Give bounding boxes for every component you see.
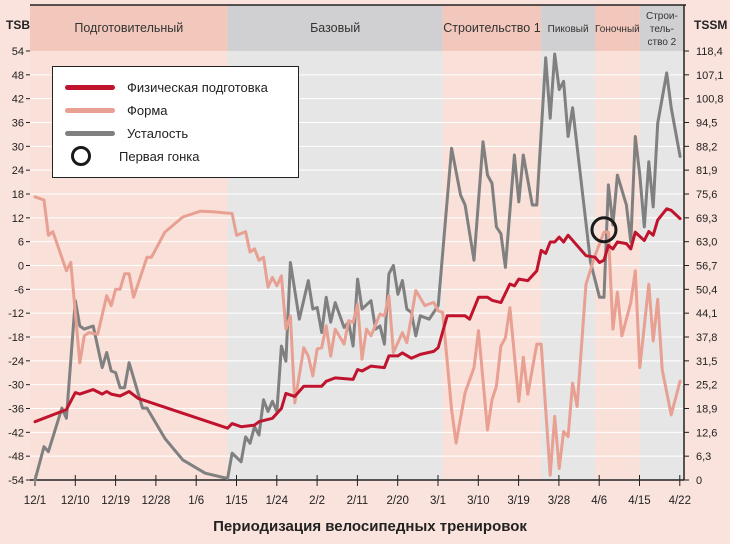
fitness-swatch — [65, 84, 115, 90]
y-tick-label-right: 44,1 — [696, 308, 717, 320]
x-tick-label: 12/19 — [101, 495, 130, 507]
y-tick-label-left: 0 — [18, 261, 24, 273]
series-line-fitness — [33, 207, 682, 430]
legend-item-fitness: Физическая подготовка — [65, 77, 268, 97]
x-tick-label: 4/22 — [669, 495, 691, 507]
series-line-form — [33, 195, 682, 477]
y-tick-label-right: 107,1 — [696, 70, 724, 82]
y-tick-label-left: 36 — [12, 118, 24, 130]
phase-header — [442, 5, 542, 51]
y-tick-label-right: 18,9 — [696, 404, 717, 416]
y-tick-label-right: 12,6 — [696, 427, 717, 439]
y-tick-label-right: 31,5 — [696, 356, 717, 368]
right-axis-label: TSSM — [694, 18, 728, 32]
fatigue-swatch — [65, 130, 115, 136]
circle-icon — [71, 146, 91, 166]
phase-label: Гоночный — [595, 24, 640, 35]
legend-item-fatigue: Усталость — [65, 123, 188, 143]
left-axis-label: TSB — [6, 18, 30, 32]
legend-label: Форма — [127, 102, 168, 118]
first-race-marker — [590, 216, 618, 244]
x-tick-label: 1/24 — [266, 495, 289, 507]
y-tick-label-right: 63,0 — [696, 237, 717, 249]
y-tick-label-left: -42 — [8, 427, 24, 439]
x-tick-label: 1/15 — [225, 495, 247, 507]
phase-label: Строи- — [646, 11, 678, 22]
y-tick-label-left: -54 — [8, 475, 24, 487]
phase-label: ство 2 — [648, 37, 677, 48]
y-tick-label-left: 12 — [12, 213, 24, 225]
phase-label: Подготовительный — [74, 21, 183, 35]
x-tick-label: 12/28 — [142, 495, 171, 507]
y-tick-label-right: 56,7 — [696, 261, 717, 273]
chart-title: Периодизация велосипедных тренировок — [213, 518, 527, 535]
phase-label: Базовый — [310, 21, 360, 35]
y-tick-label-left: -30 — [8, 380, 24, 392]
y-tick-label-left: 18 — [12, 189, 24, 201]
x-tick-label: 3/28 — [548, 495, 570, 507]
phase-label: тель- — [650, 24, 674, 35]
y-tick-label-left: 24 — [12, 165, 24, 177]
y-tick-label-left: 54 — [12, 46, 24, 58]
y-tick-label-right: 50,4 — [696, 284, 717, 296]
y-tick-label-left: -6 — [14, 284, 24, 296]
y-tick-label-right: 75,6 — [696, 189, 717, 201]
y-tick-label-right: 37,8 — [696, 332, 717, 344]
phase-header — [541, 5, 595, 51]
y-tick-label-left: -48 — [8, 451, 24, 463]
y-tick-label-right: 6,3 — [696, 451, 711, 463]
legend-label: Первая гонка — [119, 148, 200, 164]
x-tick-label: 3/19 — [507, 495, 529, 507]
x-tick-label: 1/6 — [188, 495, 204, 507]
y-tick-label-left: -24 — [8, 356, 24, 368]
y-tick-label-right: 88,2 — [696, 141, 717, 153]
y-tick-label-left: 6 — [18, 237, 24, 249]
legend-item-first-race: Первая гонка — [53, 146, 200, 166]
phase-header — [595, 5, 640, 51]
y-tick-label-right: 100,8 — [696, 94, 724, 106]
y-tick-label-left: -36 — [8, 404, 24, 416]
x-tick-label: 3/1 — [430, 495, 446, 507]
phase-header — [639, 5, 684, 51]
y-tick-label-left: 30 — [12, 141, 24, 153]
phase-header — [227, 5, 443, 51]
y-tick-label-right: 81,9 — [696, 165, 717, 177]
x-tick-label: 2/20 — [387, 495, 409, 507]
y-tick-label-right: 25,2 — [696, 380, 717, 392]
x-tick-label: 12/1 — [24, 495, 46, 507]
x-tick-label: 2/11 — [347, 495, 369, 507]
x-tick-label: 3/10 — [467, 495, 489, 507]
y-tick-label-right: 118,4 — [696, 46, 723, 58]
y-tick-label-right: 69,3 — [696, 213, 717, 225]
y-tick-label-left: 42 — [12, 94, 24, 106]
y-tick-label-right: 0 — [696, 475, 702, 487]
legend: Физическая подготовка Форма Усталость Пе… — [52, 66, 299, 178]
legend-item-form: Форма — [65, 100, 168, 120]
phase-header — [30, 5, 228, 51]
series-line-fatigue — [33, 52, 682, 482]
y-tick-label-left: -12 — [8, 308, 24, 320]
phase-label: Пиковый — [548, 24, 589, 35]
x-tick-label: 12/10 — [61, 495, 90, 507]
y-tick-label-right: 94,5 — [696, 118, 717, 130]
x-tick-label: 2/2 — [309, 495, 325, 507]
legend-label: Физическая подготовка — [127, 79, 268, 95]
legend-label: Усталость — [127, 125, 189, 141]
x-tick-label: 4/15 — [628, 495, 650, 507]
y-tick-label-left: -18 — [8, 332, 24, 344]
x-tick-label: 4/6 — [591, 495, 607, 507]
y-tick-label-left: 48 — [12, 70, 24, 82]
phase-label: Строительство 1 — [443, 21, 540, 35]
form-swatch — [65, 107, 115, 113]
